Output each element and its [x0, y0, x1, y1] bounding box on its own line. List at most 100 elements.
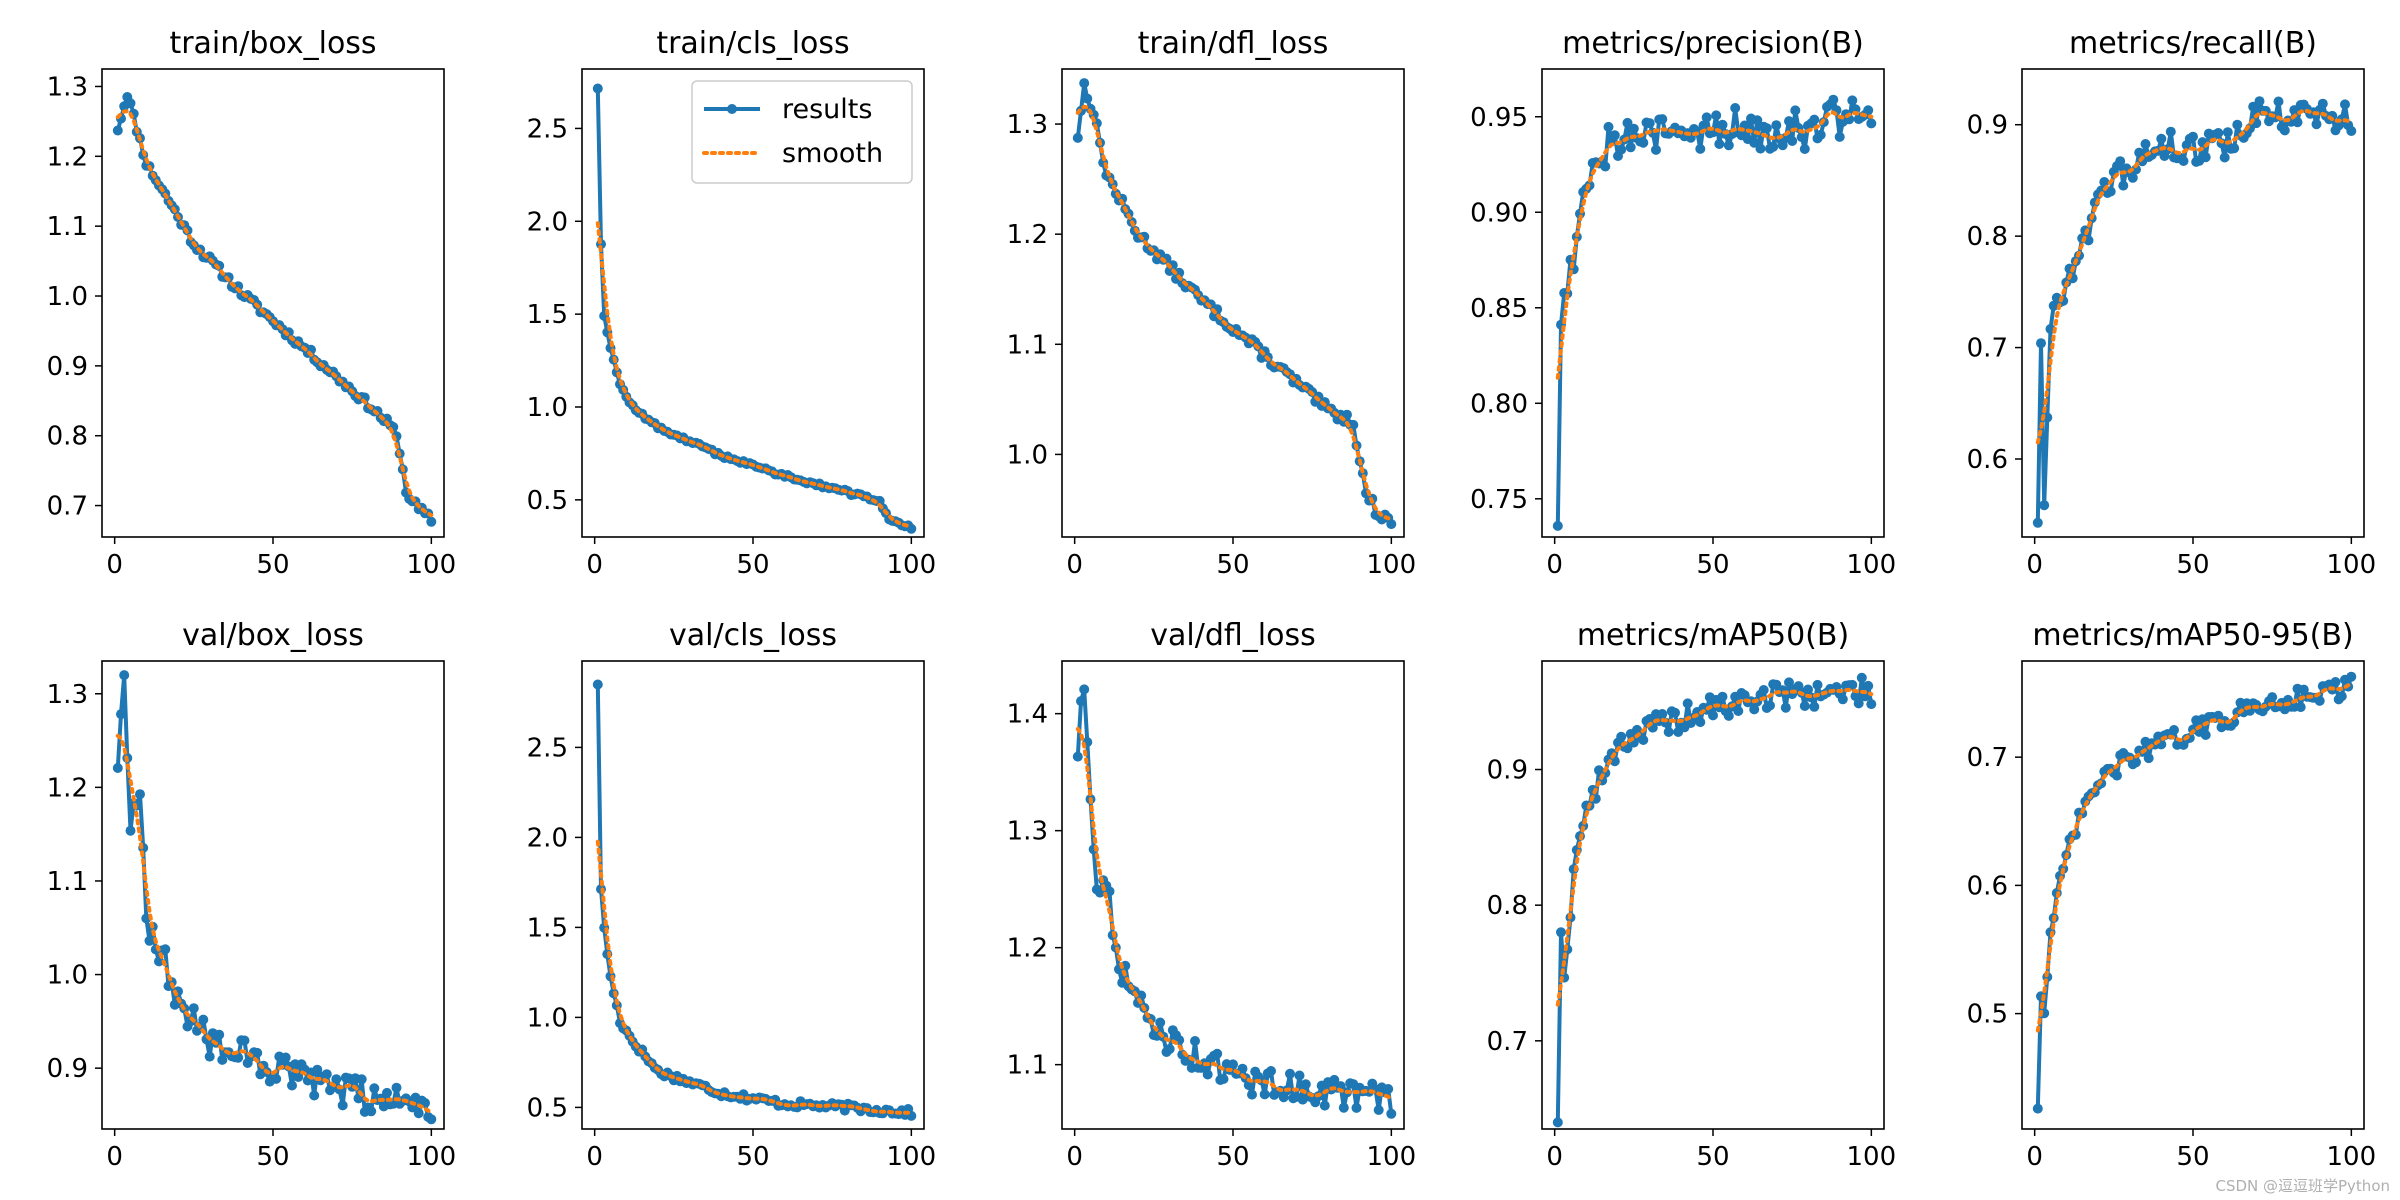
- results-point: [1796, 132, 1807, 143]
- results-point: [2156, 133, 2167, 144]
- results-point: [1809, 701, 1820, 712]
- results-point: [1717, 119, 1728, 130]
- results-point: [1625, 142, 1636, 153]
- y-tick-label: 1.3: [47, 72, 88, 102]
- y-tick-label: 1.2: [1007, 934, 1048, 964]
- y-tick-label: 1.0: [47, 282, 88, 312]
- results-point: [1348, 419, 1359, 430]
- results-point: [1218, 1074, 1229, 1084]
- results-point: [1628, 123, 1639, 134]
- results-point: [1866, 118, 1877, 129]
- results-point: [204, 1051, 215, 1062]
- smooth-line: [1555, 110, 1874, 380]
- results-point: [2336, 691, 2347, 702]
- y-tick-label: 1.1: [47, 867, 88, 897]
- results-point: [331, 1074, 342, 1085]
- y-tick-label: 0.5: [527, 486, 568, 516]
- results-point: [2039, 500, 2050, 511]
- legend-box: [691, 80, 913, 184]
- y-tick-label: 1.5: [527, 300, 568, 330]
- axes-frame: [101, 660, 445, 1130]
- results-point: [321, 1069, 332, 1080]
- results-point: [2131, 164, 2141, 175]
- results-series: [112, 92, 437, 527]
- results-point: [1749, 137, 1760, 148]
- results-series: [112, 670, 437, 1125]
- results-series: [1072, 684, 1397, 1119]
- results-point: [413, 1108, 424, 1119]
- x-tick-label: 50: [256, 1142, 289, 1172]
- axes-frame: [581, 660, 925, 1130]
- y-tick-label: 2.5: [527, 733, 568, 763]
- results-point: [2292, 117, 2303, 128]
- smooth-line: [595, 221, 914, 529]
- results-point: [382, 1087, 392, 1098]
- results-point: [1616, 731, 1627, 742]
- y-tick-label: 1.2: [47, 142, 88, 172]
- results-point: [1266, 1066, 1276, 1076]
- results-line: [115, 673, 433, 1121]
- results-point: [426, 516, 437, 527]
- x-tick-label: 50: [1696, 1142, 1729, 1172]
- chart-panel: train/cls_loss 0 50 100 0.5 1.0 1.5 2.0 2.5 resul…: [527, 26, 937, 580]
- results-point: [1351, 1102, 1362, 1113]
- results-point: [1708, 710, 1718, 721]
- chart-title: val/dfl_loss: [1150, 618, 1315, 653]
- results-series: [592, 83, 917, 534]
- y-tick-label: 0.6: [1967, 445, 2008, 475]
- results-point: [391, 1082, 402, 1093]
- y-tick-label: 0.8: [1967, 222, 2008, 252]
- y-tick-label: 0.90: [1470, 198, 1528, 228]
- results-point: [426, 1114, 437, 1125]
- results-point: [1651, 144, 1661, 155]
- results-point: [1733, 706, 1744, 716]
- smooth-line: [1075, 726, 1394, 1101]
- results-point: [1856, 672, 1867, 683]
- axes-frame: [1541, 68, 1885, 538]
- y-tick-label: 1.1: [47, 212, 88, 242]
- results-point: [1749, 704, 1760, 715]
- results-point: [1072, 751, 1083, 762]
- results-point: [1863, 105, 1874, 116]
- x-tick-label: 50: [2176, 1142, 2209, 1172]
- results-point: [1799, 144, 1810, 154]
- results-point: [271, 1073, 282, 1084]
- results-point: [2254, 96, 2265, 107]
- results-point: [2317, 98, 2328, 109]
- results-point: [2219, 152, 2230, 163]
- y-tick-label: 1.1: [1007, 1051, 1048, 1081]
- results-point: [1616, 144, 1627, 155]
- y-tick-label: 1.3: [1007, 110, 1048, 140]
- chart-title: metrics/mAP50-95(B): [2032, 618, 2353, 653]
- y-tick-label: 1.0: [527, 393, 568, 423]
- x-tick-label: 100: [2327, 550, 2377, 580]
- results-point: [2131, 757, 2141, 768]
- results-point: [112, 763, 123, 773]
- x-tick-label: 100: [407, 550, 457, 580]
- results-point: [1285, 1068, 1295, 1079]
- results-point: [906, 523, 917, 534]
- results-series: [1552, 672, 1877, 1128]
- results-point: [1609, 130, 1620, 141]
- x-tick-label: 50: [1216, 550, 1249, 580]
- chart-title: metrics/mAP50(B): [1577, 618, 1849, 653]
- x-tick-label: 0: [1546, 1142, 1563, 1172]
- y-tick-label: 0.9: [1967, 111, 2008, 141]
- results-point: [1319, 1100, 1330, 1111]
- results-point: [188, 1003, 199, 1014]
- results-point: [2213, 128, 2224, 138]
- results-point: [1682, 698, 1693, 709]
- results-point: [1657, 709, 1668, 719]
- results-point: [2229, 143, 2240, 154]
- y-tick-label: 0.7: [1967, 743, 2008, 773]
- results-series: [2032, 96, 2357, 528]
- results-point: [1338, 1102, 1349, 1113]
- chart-title: metrics/precision(B): [1562, 26, 1864, 61]
- results-point: [1780, 702, 1791, 713]
- results-point: [1670, 707, 1680, 718]
- x-tick-label: 0: [1066, 1142, 1083, 1172]
- x-tick-label: 100: [1367, 550, 1417, 580]
- results-point: [1342, 409, 1352, 420]
- results-point: [2340, 99, 2350, 110]
- results-point: [2036, 338, 2046, 349]
